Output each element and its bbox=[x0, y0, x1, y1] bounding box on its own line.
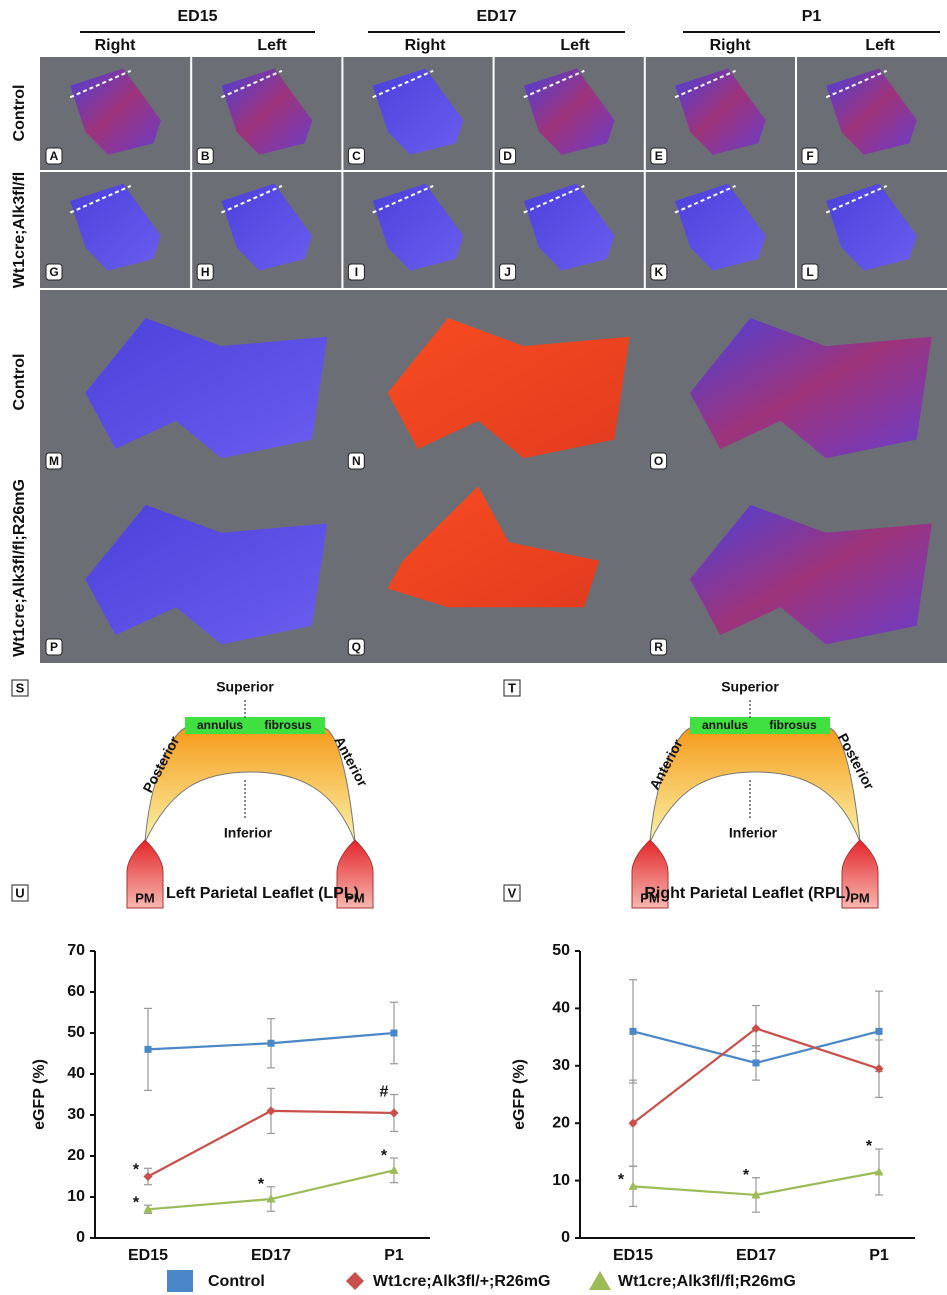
row-label: Control bbox=[11, 85, 28, 142]
panel-letter: D bbox=[503, 149, 512, 163]
side-label: Left bbox=[865, 37, 895, 54]
panel-letter: Q bbox=[352, 640, 361, 654]
annotation: * bbox=[133, 1162, 140, 1179]
y-tick-label: 10 bbox=[67, 1188, 85, 1205]
point bbox=[753, 1059, 760, 1066]
annulus-label: fibrosus bbox=[264, 718, 312, 732]
panel-letter: M bbox=[49, 454, 59, 468]
inferior-label: Inferior bbox=[224, 825, 273, 841]
panel-letter: B bbox=[201, 149, 210, 163]
legend-label: Wt1cre;Alk3fl/fl;R26mG bbox=[618, 1273, 796, 1290]
y-tick-label: 10 bbox=[552, 1172, 570, 1189]
legend-swatch bbox=[167, 1270, 193, 1292]
annotation: * bbox=[743, 1167, 750, 1184]
panel-letter: F bbox=[806, 149, 813, 163]
row-label: Wt1cre;Alk3fl/fl bbox=[11, 172, 28, 288]
superior-label: Superior bbox=[721, 679, 779, 695]
panel-letter: T bbox=[508, 680, 516, 695]
row-label: Control bbox=[11, 354, 28, 411]
inferior-label: Inferior bbox=[729, 825, 778, 841]
panel-letter: I bbox=[355, 265, 358, 279]
row-label: Wt1cre;Alk3fl/fl;R26mG bbox=[11, 479, 28, 657]
chart-title: Right Parietal Leaflet (RPL) bbox=[644, 885, 850, 902]
panel-letter: N bbox=[352, 454, 361, 468]
legend-label: Control bbox=[208, 1273, 265, 1290]
point bbox=[268, 1040, 275, 1047]
annotation: * bbox=[618, 1172, 625, 1189]
panel-letter: K bbox=[654, 265, 663, 279]
chart-title: Left Parietal Leaflet (LPL) bbox=[166, 885, 359, 902]
panel-letter: O bbox=[654, 454, 663, 468]
y-axis-label: eGFP (%) bbox=[31, 1059, 48, 1130]
annulus-label: annulus bbox=[702, 718, 748, 732]
panel-letter: P bbox=[50, 640, 58, 654]
legend-swatch bbox=[589, 1271, 611, 1290]
y-tick-label: 70 bbox=[67, 942, 85, 959]
panel-letter: E bbox=[655, 149, 663, 163]
figure: ED15 Right Left ED17 Right Left P1 Right Left Con… bbox=[0, 0, 947, 1295]
annulus-label: fibrosus bbox=[769, 718, 817, 732]
side-label: Left bbox=[560, 37, 590, 54]
point bbox=[876, 1028, 883, 1035]
x-tick-label: ED15 bbox=[128, 1247, 168, 1264]
side-label: Right bbox=[405, 37, 447, 54]
legend-swatch bbox=[346, 1272, 364, 1290]
panel-letter: S bbox=[16, 680, 25, 695]
y-tick-label: 40 bbox=[552, 1000, 570, 1017]
y-axis-label: eGFP (%) bbox=[511, 1059, 528, 1130]
point bbox=[391, 1030, 398, 1037]
x-tick-label: ED15 bbox=[613, 1247, 653, 1264]
panel-letter: J bbox=[504, 265, 511, 279]
panel-letter: R bbox=[654, 640, 663, 654]
point bbox=[630, 1028, 637, 1035]
x-tick-label: ED17 bbox=[736, 1247, 776, 1264]
annulus-label: annulus bbox=[197, 718, 243, 732]
point bbox=[389, 1165, 398, 1173]
pm-label: PM bbox=[135, 890, 155, 905]
x-tick-label: ED17 bbox=[251, 1247, 291, 1264]
annotation: * bbox=[258, 1176, 265, 1193]
annotation: # bbox=[380, 1084, 389, 1101]
group-label: ED15 bbox=[177, 8, 217, 25]
point bbox=[143, 1172, 152, 1181]
y-tick-label: 50 bbox=[552, 942, 570, 959]
pm-label: PM bbox=[850, 890, 870, 905]
y-tick-label: 50 bbox=[67, 1024, 85, 1041]
group-label: ED17 bbox=[476, 8, 516, 25]
panel-letter: V bbox=[508, 885, 517, 900]
side-label: Left bbox=[257, 37, 287, 54]
panel-letter: U bbox=[15, 885, 24, 900]
point bbox=[145, 1046, 152, 1053]
x-tick-label: P1 bbox=[869, 1247, 889, 1264]
point bbox=[874, 1167, 883, 1175]
group-label: P1 bbox=[802, 8, 822, 25]
panel-letter: G bbox=[49, 265, 58, 279]
y-tick-label: 40 bbox=[67, 1065, 85, 1082]
side-label: Right bbox=[95, 37, 137, 54]
side-label: Right bbox=[710, 37, 752, 54]
point bbox=[266, 1106, 275, 1115]
annotation: * bbox=[133, 1195, 140, 1212]
annotation: * bbox=[866, 1138, 873, 1155]
x-tick-label: P1 bbox=[384, 1247, 404, 1264]
y-tick-label: 20 bbox=[67, 1147, 85, 1164]
y-tick-label: 30 bbox=[67, 1106, 85, 1123]
y-tick-label: 20 bbox=[552, 1114, 570, 1131]
y-tick-label: 0 bbox=[76, 1229, 85, 1246]
y-tick-label: 0 bbox=[561, 1229, 570, 1246]
y-tick-label: 30 bbox=[552, 1057, 570, 1074]
panel-letter: L bbox=[806, 265, 813, 279]
annotation: * bbox=[381, 1147, 388, 1164]
point bbox=[389, 1108, 398, 1117]
panel-letter: C bbox=[352, 149, 361, 163]
panel-letter: A bbox=[50, 149, 59, 163]
superior-label: Superior bbox=[216, 679, 274, 695]
y-tick-label: 60 bbox=[67, 983, 85, 1000]
legend-label: Wt1cre;Alk3fl/+;R26mG bbox=[373, 1273, 550, 1290]
panel-letter: H bbox=[201, 265, 210, 279]
